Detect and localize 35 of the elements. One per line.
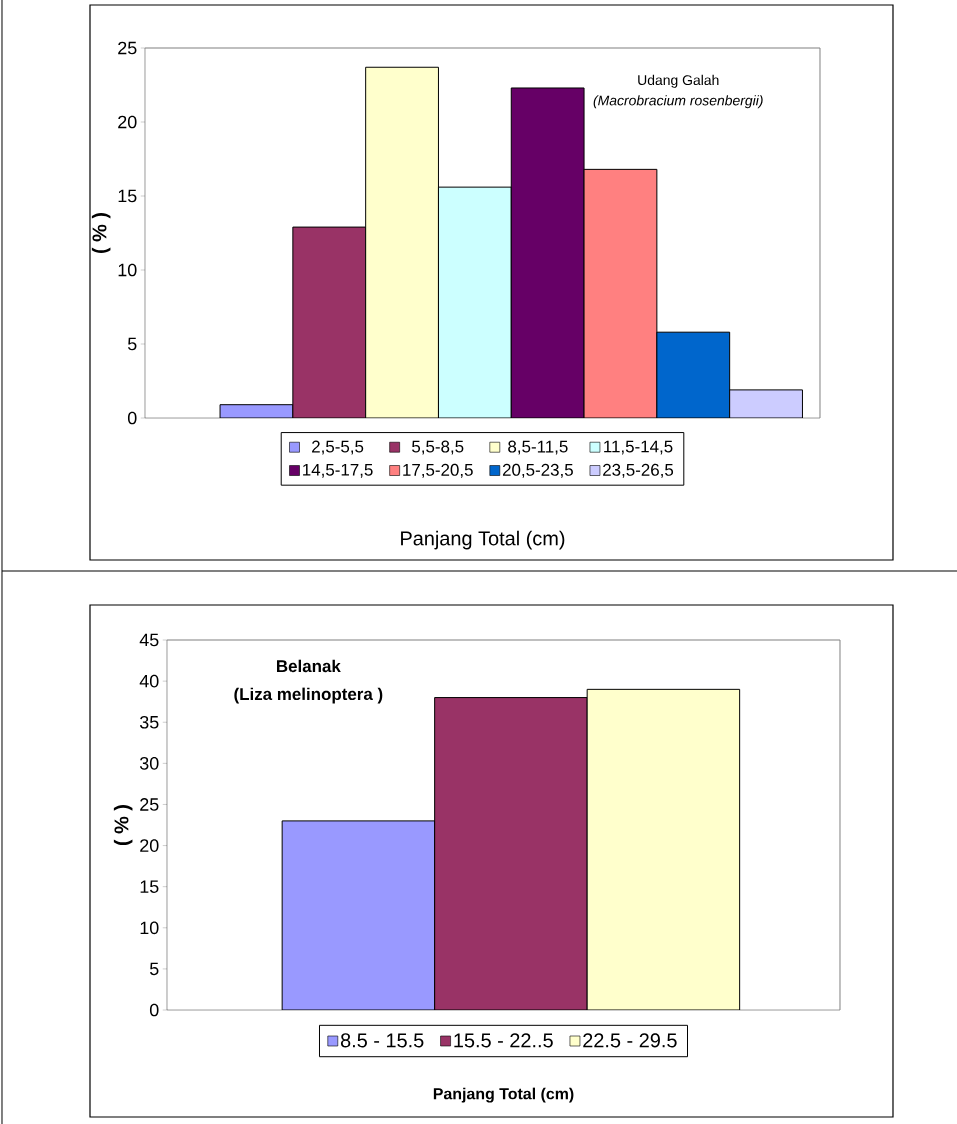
y-tick-label: 5 xyxy=(149,962,159,976)
legend-label: 20,5-23,5 xyxy=(502,463,573,478)
y-tick-label: 10 xyxy=(140,921,159,935)
y-tick-label: 0 xyxy=(149,1003,159,1017)
x-axis-title: Panjang Total (cm) xyxy=(433,1087,574,1103)
x-axis-title: Panjang Total (cm) xyxy=(401,530,565,550)
legend-label: 8.5 - 15.5 xyxy=(340,1033,424,1048)
annotation: Udang Galah xyxy=(638,74,719,88)
y-tick-label: 10 xyxy=(118,263,137,277)
y-tick-label: 20 xyxy=(118,115,137,129)
y-tick-label: 40 xyxy=(139,674,159,688)
y-tick-label: 25 xyxy=(118,41,137,55)
y-axis-title: ( % ) xyxy=(113,805,133,846)
y-tick-label: 20 xyxy=(140,839,159,852)
y-tick-label: 0 xyxy=(127,411,137,425)
y-tick-label: 5 xyxy=(127,337,137,351)
y-tick-label: 15 xyxy=(118,189,137,203)
legend-label: 8,5-11,5 xyxy=(508,440,568,455)
y-tick-label: 30 xyxy=(139,756,159,770)
annotation: (Macrobracium rosenbergii) xyxy=(593,95,763,109)
legend-label: 5,5-8,5 xyxy=(412,440,464,455)
y-tick-label: 35 xyxy=(139,715,159,729)
legend-label: 17,5-20,5 xyxy=(403,463,473,478)
legend-label: 15.5 - 22..5 xyxy=(454,1033,553,1048)
legend-label: 11,5-14,5 xyxy=(604,440,673,455)
legend-label: 22.5 - 29.5 xyxy=(583,1033,677,1048)
legend-label: 2,5-5,5 xyxy=(312,440,364,455)
annotation: Belanak xyxy=(277,659,341,673)
legend-label: 14,5-17,5 xyxy=(303,463,373,478)
y-tick-label: 15 xyxy=(140,880,159,893)
y-tick-label: 25 xyxy=(140,798,159,811)
annotation: (Liza melinoptera ) xyxy=(234,687,383,704)
y-tick-label: 45 xyxy=(139,633,159,647)
legend-label: 23,5-26,5 xyxy=(603,463,674,478)
y-axis-title: ( % ) xyxy=(91,213,111,254)
